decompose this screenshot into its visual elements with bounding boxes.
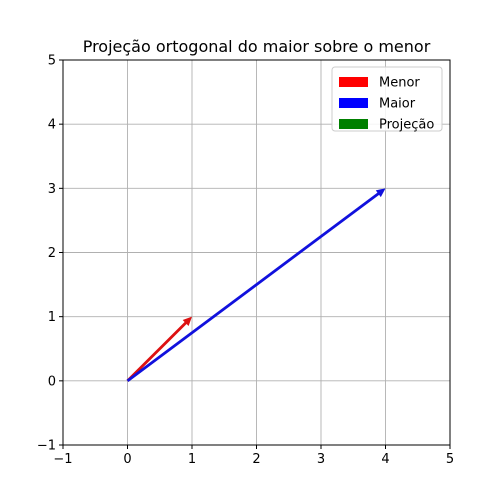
- x-tick-label: 4: [381, 452, 389, 467]
- vector-arrow: [126, 316, 192, 382]
- y-tick-label: 4: [48, 118, 56, 133]
- vector-arrow: [126, 188, 386, 382]
- legend-swatch: [339, 77, 368, 87]
- legend-swatch: [339, 119, 368, 129]
- legend-swatch: [339, 98, 368, 108]
- x-tick-label: 3: [317, 452, 325, 467]
- vector-maior: [126, 188, 386, 382]
- x-tick-label: 0: [123, 452, 131, 467]
- legend-label: Menor: [379, 76, 420, 91]
- y-tick-label: 0: [48, 374, 56, 389]
- vector-menor: [126, 316, 192, 382]
- legend-label: Maior: [379, 97, 416, 112]
- x-tick-label: −1: [53, 452, 72, 467]
- legend-label: Projeção: [379, 118, 434, 133]
- axes-ticks: −1 0 1 2 3 4 5 −1 0 1 2 3 4 5: [37, 54, 454, 468]
- x-tick-label: 1: [188, 452, 196, 467]
- chart-title: Projeção ortogonal do maior sobre o meno…: [83, 37, 431, 56]
- y-tick-label: 2: [48, 246, 56, 261]
- y-tick-label: 3: [48, 182, 56, 197]
- y-tick-label: 5: [48, 54, 56, 69]
- x-tick-label: 5: [446, 452, 454, 467]
- x-tick-label: 2: [252, 452, 260, 467]
- vectors: [126, 188, 386, 382]
- y-tick-label: 1: [48, 310, 56, 325]
- y-tick-label: −1: [37, 439, 56, 454]
- legend: Menor Maior Projeção: [331, 66, 443, 133]
